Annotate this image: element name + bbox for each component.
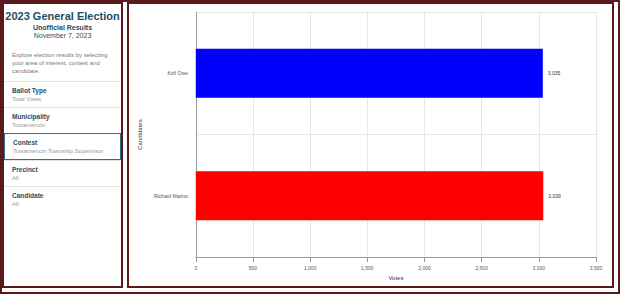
svg-text:Richard Marino: Richard Marino bbox=[154, 193, 188, 199]
html-text:November 7, 2023: November 7, 2023 bbox=[33, 32, 92, 39]
html-text:2023 General Election: 2023 General Election bbox=[5, 10, 120, 22]
html-text:Unofficial Results: Unofficial Results bbox=[32, 24, 93, 31]
svg-text:2,000: 2,000 bbox=[418, 265, 431, 271]
html-text:All: All bbox=[12, 201, 19, 207]
svg-text:3,000: 3,000 bbox=[533, 265, 546, 271]
html-text:Contest: Contest bbox=[13, 139, 38, 146]
html-text:All: All bbox=[12, 175, 19, 181]
svg-text:500: 500 bbox=[249, 265, 258, 271]
html-text:Ballot Type: Ballot Type bbox=[12, 87, 47, 94]
html-text:Towamencin Township Supervisor: Towamencin Township Supervisor bbox=[13, 148, 104, 154]
svg-text:3,039: 3,039 bbox=[548, 193, 561, 199]
html-text:Towamencin: Towamencin bbox=[12, 122, 46, 128]
svg-text:Votes: Votes bbox=[388, 275, 403, 281]
svg-text:3,500: 3,500 bbox=[590, 265, 603, 271]
svg-text:3,035: 3,035 bbox=[548, 70, 561, 76]
svg-text:0: 0 bbox=[194, 265, 197, 271]
svg-text:1,500: 1,500 bbox=[361, 265, 374, 271]
html-text:Precinct: Precinct bbox=[12, 166, 38, 173]
svg-text:Kofi Osei: Kofi Osei bbox=[168, 70, 188, 76]
svg-text:Candidates: Candidates bbox=[137, 119, 143, 149]
html-text:Total Votes: Total Votes bbox=[12, 96, 42, 102]
html-text:Explore election results by se: Explore election results by selecting yo… bbox=[12, 52, 108, 74]
svg-text:1,000: 1,000 bbox=[304, 265, 317, 271]
svg-text:2,500: 2,500 bbox=[475, 265, 488, 271]
html-text:Candidate: Candidate bbox=[12, 192, 44, 199]
html-text:Municipality: Municipality bbox=[12, 113, 50, 120]
